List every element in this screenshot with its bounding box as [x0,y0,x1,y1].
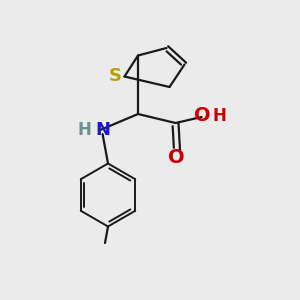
Text: S: S [109,67,122,85]
Text: O: O [194,106,211,125]
Text: O: O [168,148,185,167]
Text: H: H [77,121,91,139]
Text: H: H [212,107,226,125]
Text: N: N [95,121,110,139]
